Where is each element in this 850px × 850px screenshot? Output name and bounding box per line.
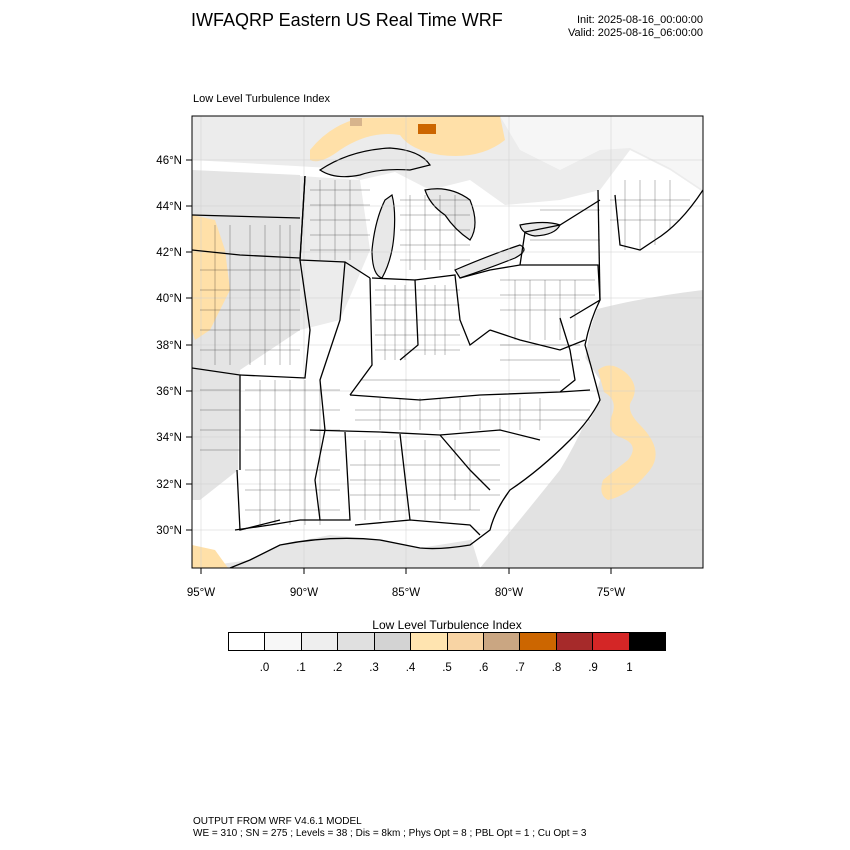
plot-title: IWFAQRP Eastern US Real Time WRF xyxy=(191,10,503,30)
legend-tick-label: .1 xyxy=(296,662,306,674)
legend-tick-label: .0 xyxy=(259,662,270,674)
model-info-line1: OUTPUT FROM WRF V4.6.1 MODEL xyxy=(193,816,362,827)
field-name-label: Low Level Turbulence Index xyxy=(193,93,330,105)
legend-swatch xyxy=(629,633,666,650)
legend-swatch xyxy=(520,633,557,650)
init-time: Init: 2025-08-16_00:00:00 xyxy=(577,14,703,26)
legend-swatch xyxy=(593,633,630,650)
axis-ticks xyxy=(186,159,612,574)
legend-tick-label: .8 xyxy=(551,662,562,674)
county-boundaries xyxy=(200,180,690,525)
valid-time: Valid: 2025-08-16_06:00:00 xyxy=(568,27,703,39)
lat-label: 32°N xyxy=(156,479,182,491)
latitude-labels: 46°N 44°N 42°N 40°N 38°N 36°N 34°N 32°N … xyxy=(156,155,182,537)
lat-label: 36°N xyxy=(156,386,182,398)
legend-swatch xyxy=(229,633,266,650)
tan-dark-patch xyxy=(350,118,362,126)
map-panel: 46°N 44°N 42°N 40°N 38°N 36°N 34°N 32°N … xyxy=(156,115,704,599)
legend-swatch xyxy=(447,633,484,650)
lat-label: 40°N xyxy=(156,293,182,305)
tan-patch-west xyxy=(192,215,230,340)
legend-swatch xyxy=(483,633,521,650)
legend-colorbar xyxy=(228,632,666,651)
legend-swatch xyxy=(411,633,448,650)
orange-patch xyxy=(418,124,436,134)
legend-title: Low Level Turbulence Index xyxy=(372,618,522,632)
model-info-line2: WE = 310 ; SN = 275 ; Levels = 38 ; Dis … xyxy=(193,828,587,839)
lat-label: 38°N xyxy=(156,340,182,352)
lake-erie xyxy=(454,244,525,279)
lon-label: 75°W xyxy=(597,587,625,599)
lat-label: 42°N xyxy=(156,247,182,259)
lon-label: 85°W xyxy=(392,587,420,599)
graticule xyxy=(192,116,703,568)
atlantic-coastline xyxy=(229,189,703,568)
lon-label: 95°W xyxy=(187,587,215,599)
map-content xyxy=(192,116,703,568)
lat-label: 30°N xyxy=(156,525,182,537)
ocean-shading xyxy=(480,290,703,568)
legend-tick-label: .9 xyxy=(588,662,598,674)
legend-tick-labels: .0 .1 .2 .3 .4 .5 .6 .7 .8 .9 1 xyxy=(0,662,850,678)
tan-patch-north xyxy=(310,116,505,162)
tan-patch-atlantic xyxy=(598,365,656,500)
longitude-labels: 95°W 90°W 85°W 80°W 75°W xyxy=(187,587,625,599)
lake-superior xyxy=(318,147,431,178)
map-frame xyxy=(191,115,704,569)
legend-swatch xyxy=(556,633,594,650)
lon-label: 80°W xyxy=(495,587,523,599)
legend-swatch xyxy=(338,633,375,650)
lat-label: 44°N xyxy=(156,201,182,213)
legend-tick-label: .4 xyxy=(405,662,416,674)
legend-tick-label: .6 xyxy=(478,662,489,674)
legend-tick-label: .5 xyxy=(442,662,452,674)
legend-tick-label: .7 xyxy=(515,662,525,674)
state-boundaries xyxy=(192,175,656,536)
legend-swatch xyxy=(374,633,412,650)
legend-swatch xyxy=(265,633,302,650)
legend-tick-label: .3 xyxy=(369,662,379,674)
lat-label: 34°N xyxy=(156,432,182,444)
lon-label: 90°W xyxy=(290,587,318,599)
legend-swatch xyxy=(301,633,339,650)
legend-tick-label: .2 xyxy=(332,662,343,674)
canada-light xyxy=(500,116,703,190)
legend-tick-label: 1 xyxy=(626,662,633,674)
lat-label: 46°N xyxy=(156,155,182,167)
lake-huron xyxy=(424,188,476,241)
